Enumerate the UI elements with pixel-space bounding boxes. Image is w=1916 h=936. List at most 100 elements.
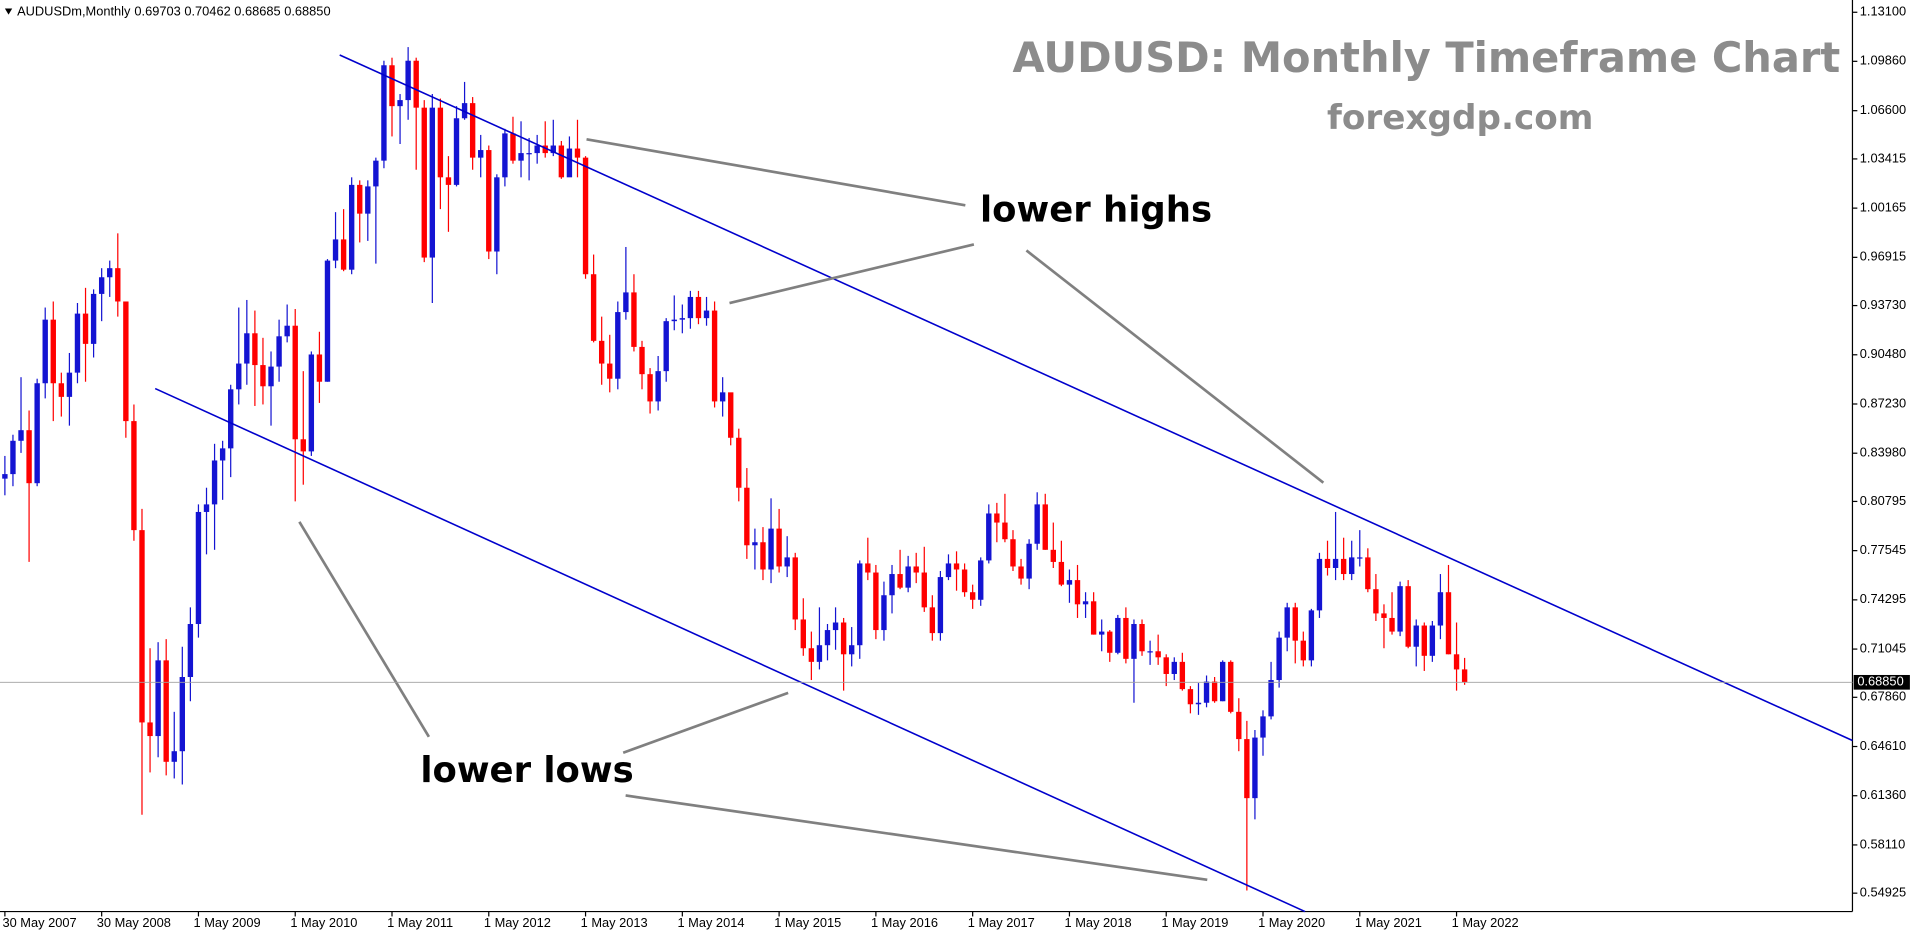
candle-body	[671, 319, 677, 322]
candle-body	[776, 528, 782, 567]
candle-body	[179, 677, 186, 752]
candle-body	[736, 437, 742, 488]
y-tick-label: 0.58110	[1860, 836, 1905, 851]
candle-body	[510, 133, 516, 161]
y-tick-label: 0.80795	[1860, 493, 1906, 508]
candle-body	[1131, 624, 1137, 659]
candle-body	[2, 474, 8, 479]
candle-body	[1276, 637, 1282, 681]
candle-body	[1179, 661, 1186, 690]
candle-body	[1171, 661, 1177, 674]
candle-body	[703, 310, 710, 319]
candle-body	[50, 319, 56, 384]
pointer-line	[1025, 249, 1325, 484]
candle-body	[1316, 558, 1323, 611]
candle-body	[1163, 657, 1169, 674]
candle-body	[389, 65, 395, 107]
candle-body	[292, 325, 298, 440]
candle-body	[453, 118, 460, 185]
candle-body	[566, 148, 573, 178]
candle-body	[42, 319, 48, 384]
candle-body	[752, 542, 758, 546]
candle-body	[1349, 557, 1355, 575]
chart-subtitle: forexgdp.com	[1327, 98, 1593, 138]
candle-body	[719, 392, 726, 402]
candle-body	[768, 528, 774, 570]
pointer-lines	[298, 137, 1325, 882]
candle-body	[365, 186, 371, 214]
candle-body	[155, 660, 161, 737]
candle-body	[1195, 702, 1202, 705]
candle-body	[90, 293, 97, 344]
pointer-line	[622, 691, 789, 754]
candle-body	[1373, 589, 1379, 614]
candle-body	[1082, 601, 1089, 605]
candle-body	[1203, 681, 1210, 703]
candle-body	[494, 177, 500, 252]
candle-body	[953, 563, 960, 570]
y-tick-label: 1.13100	[1860, 4, 1906, 19]
candle-body	[1324, 558, 1331, 568]
x-tick-label: 1 May 2022	[1452, 915, 1519, 930]
candle-body	[897, 574, 903, 588]
candle-body	[663, 321, 669, 372]
candle-body	[994, 513, 1000, 523]
candle-body	[332, 239, 339, 261]
candle-body	[857, 563, 863, 646]
candle-body	[1421, 625, 1427, 656]
candle-body	[784, 557, 790, 567]
candle-body	[647, 374, 653, 402]
candle-body	[228, 389, 234, 449]
candle-body	[550, 145, 556, 154]
chart-title: AUDUSD: Monthly Timeframe Chart	[1012, 33, 1840, 82]
candle-body	[1123, 617, 1129, 659]
x-tick-label: 1 May 2019	[1161, 915, 1228, 930]
candle-body	[849, 645, 855, 655]
candle-body	[1268, 680, 1274, 717]
candle-body	[340, 239, 347, 270]
candle-body	[324, 260, 331, 382]
x-tick-label: 1 May 2012	[484, 915, 551, 930]
y-tick-label: 1.00165	[1860, 200, 1906, 215]
symbol: AUDUSDm,Monthly	[17, 4, 131, 19]
x-tick-label: 1 May 2014	[677, 915, 744, 930]
ohlc-values: 0.69703 0.70462 0.68685 0.68850	[134, 4, 330, 19]
candle-body	[284, 325, 290, 337]
x-tick-label: 1 May 2013	[581, 915, 648, 930]
candles	[2, 47, 1468, 891]
candle-body	[937, 577, 944, 634]
candle-body	[82, 313, 89, 344]
candle-body	[1115, 617, 1121, 653]
x-tick-label: 1 May 2009	[194, 915, 261, 930]
candle-body	[429, 107, 436, 258]
candle-body	[1381, 613, 1387, 618]
candle-body	[1147, 651, 1153, 653]
candle-body	[1365, 557, 1371, 590]
candle-body	[760, 542, 766, 570]
candle-body	[1066, 580, 1073, 585]
candle-body	[171, 751, 177, 762]
candle-body	[98, 277, 105, 294]
candle-body	[590, 274, 597, 341]
x-tick-label: 1 May 2016	[871, 915, 938, 930]
x-tick-label: 1 May 2010	[290, 915, 357, 930]
candle-body	[623, 292, 629, 313]
candle-body	[502, 133, 508, 178]
candle-body	[687, 296, 694, 319]
menu-icon[interactable]	[4, 8, 13, 15]
candle-body	[945, 563, 952, 578]
pointer-line	[729, 243, 975, 305]
candle-body	[792, 557, 798, 620]
candle-body	[66, 372, 73, 397]
candle-body	[558, 145, 565, 178]
candle-body	[639, 346, 645, 375]
candle-body	[1026, 543, 1032, 579]
candle-body	[1357, 557, 1363, 559]
candle-body	[824, 630, 831, 646]
candle-body	[840, 622, 847, 655]
candle-body	[816, 645, 823, 662]
candle-body	[244, 333, 250, 364]
candle-body	[34, 383, 40, 484]
